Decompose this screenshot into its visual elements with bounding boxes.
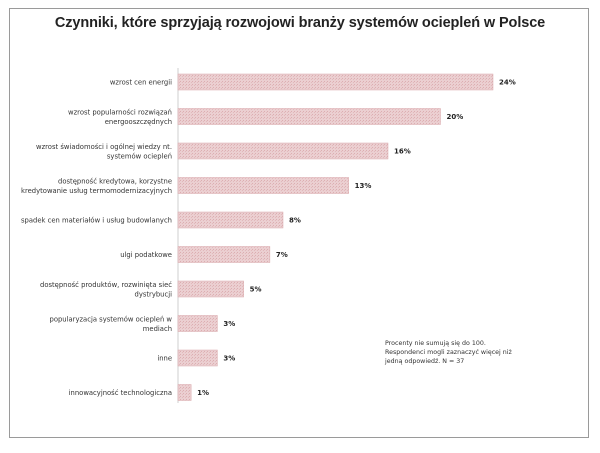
- data-label: 3%: [223, 320, 235, 328]
- data-label: 5%: [250, 286, 262, 294]
- category-label: energooszczędnych: [105, 118, 172, 126]
- data-label: 3%: [223, 355, 235, 363]
- category-label: dystrybucji: [135, 290, 173, 298]
- chart-title: Czynniki, które sprzyjają rozwojowi bran…: [54, 15, 546, 31]
- data-label: 24%: [499, 79, 516, 87]
- category-label: spadek cen materiałów i usług budowlanyc…: [21, 217, 172, 225]
- category-label: innowacyjność technologiczna: [69, 389, 172, 397]
- bar: [177, 211, 284, 229]
- chart-annotation: Procenty nie sumują się do 100. Responde…: [385, 340, 512, 365]
- bar: [177, 349, 218, 367]
- category-label: systemów ociepleń: [107, 152, 172, 160]
- bar: [177, 246, 271, 263]
- data-label: 8%: [289, 217, 301, 225]
- bar: [177, 384, 192, 401]
- category-label: inne: [157, 355, 172, 363]
- data-label: 7%: [276, 251, 288, 259]
- category-label: wzrost popularności rozwiązań: [68, 108, 172, 116]
- data-label: 13%: [355, 182, 372, 190]
- category-label: dostępność produktów, rozwinięta sieć: [40, 281, 172, 289]
- category-label: dostępność kredytowa, korzystne: [58, 177, 172, 185]
- category-label: kredytowanie usług termomodernizacyjnych: [21, 187, 172, 195]
- data-label: 1%: [197, 389, 209, 397]
- bar: [177, 108, 441, 125]
- bar: [177, 280, 244, 298]
- bar: [177, 73, 494, 91]
- bar: [177, 315, 218, 332]
- category-label: mediach: [143, 325, 172, 333]
- category-label: wzrost świadomości i ogólnej wiedzy nt.: [36, 143, 172, 151]
- bar: [177, 177, 349, 194]
- data-label: 16%: [394, 148, 411, 156]
- data-label: 20%: [447, 113, 464, 121]
- bar: [177, 142, 389, 160]
- category-label: ulgi podatkowe: [120, 251, 172, 259]
- category-label: popularyzacja systemów ociepleń w: [50, 315, 173, 323]
- category-label: wzrost cen energii: [110, 79, 172, 87]
